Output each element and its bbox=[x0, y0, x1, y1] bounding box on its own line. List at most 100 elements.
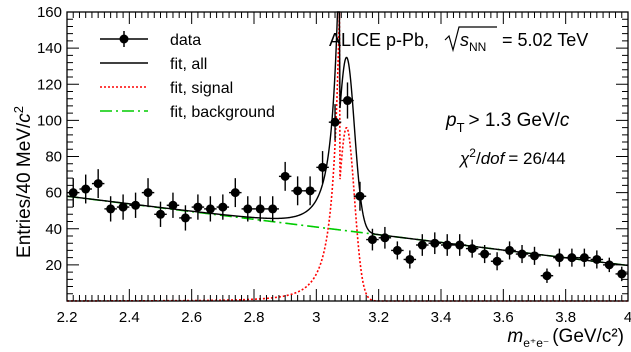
x-axis-label: me⁺e⁻ (GeV/c²) bbox=[507, 326, 624, 350]
legend-entry-fit-signal: fit, signal bbox=[100, 80, 233, 97]
y-tick-label: 120 bbox=[37, 76, 62, 93]
data-point bbox=[366, 228, 379, 251]
data-point bbox=[241, 196, 254, 222]
marker bbox=[131, 200, 141, 210]
x-tick-labels: 2.2 2.4 2.6 2.8 3 3.2 3.4 3.6 3.8 4 bbox=[57, 309, 631, 326]
data-point bbox=[441, 234, 454, 256]
marker bbox=[81, 184, 91, 194]
chi2-label: χ2/dof = 26/44 bbox=[458, 146, 566, 168]
x-tick-label: 2.4 bbox=[119, 309, 140, 326]
energy-symbol: sNN bbox=[460, 30, 486, 54]
data-point bbox=[540, 268, 554, 283]
data-point bbox=[528, 246, 541, 265]
data-point bbox=[141, 178, 155, 208]
y-tick-label: 40 bbox=[45, 221, 62, 238]
marker bbox=[193, 202, 203, 212]
data-point bbox=[353, 181, 367, 211]
y-tick-label: 60 bbox=[45, 185, 62, 202]
data-point bbox=[590, 250, 604, 269]
marker bbox=[492, 256, 502, 266]
marker bbox=[530, 251, 539, 261]
marker bbox=[430, 238, 440, 248]
marker bbox=[280, 171, 290, 181]
marker bbox=[118, 202, 128, 212]
marker bbox=[93, 179, 103, 189]
legend-entry-data: data bbox=[100, 31, 201, 49]
data-point bbox=[254, 196, 267, 222]
x-tick-label: 3 bbox=[312, 309, 320, 326]
marker bbox=[542, 271, 552, 281]
legend-label-fit-signal: fit, signal bbox=[170, 80, 233, 97]
marker bbox=[230, 188, 240, 198]
marker bbox=[579, 253, 589, 263]
data-point bbox=[278, 161, 292, 191]
data-point bbox=[116, 194, 130, 220]
system-label: ALICE p-Pb, bbox=[329, 30, 429, 50]
marker bbox=[455, 240, 465, 250]
marker bbox=[143, 188, 153, 198]
fit-all-curve bbox=[66, 11, 629, 267]
marker bbox=[405, 254, 415, 264]
energy-value: = 5.02 TeV bbox=[502, 30, 588, 50]
marker bbox=[106, 204, 116, 214]
data-point bbox=[191, 194, 205, 220]
data-point bbox=[465, 239, 479, 258]
data-point bbox=[416, 234, 429, 256]
x-tick-label: 3.6 bbox=[493, 309, 514, 326]
y-tick-label: 100 bbox=[37, 112, 62, 129]
x-tick-label: 2.8 bbox=[244, 309, 265, 326]
x-tick-label: 3.4 bbox=[431, 309, 452, 326]
marker bbox=[355, 191, 365, 201]
data-point bbox=[204, 196, 217, 222]
marker bbox=[592, 254, 602, 264]
marker bbox=[442, 240, 452, 250]
y-tick-labels: 20 40 60 80 100 120 140 160 bbox=[37, 4, 62, 274]
data-point bbox=[428, 232, 441, 255]
marker bbox=[218, 202, 228, 212]
data-point bbox=[179, 205, 192, 231]
data-points bbox=[67, 82, 628, 283]
data-point bbox=[104, 196, 117, 222]
marker bbox=[293, 186, 303, 196]
marker bbox=[156, 209, 165, 219]
data-point bbox=[378, 226, 392, 249]
data-point bbox=[391, 241, 404, 260]
data-point bbox=[229, 178, 242, 208]
y-tick-label: 160 bbox=[37, 4, 62, 21]
marker bbox=[467, 244, 477, 254]
data-point bbox=[515, 245, 529, 264]
legend-label-fit-background: fit, background bbox=[170, 104, 275, 121]
marker bbox=[604, 260, 614, 270]
data-point bbox=[403, 250, 417, 269]
data-point bbox=[154, 201, 167, 227]
marker bbox=[180, 213, 190, 223]
marker bbox=[205, 204, 215, 214]
marker bbox=[367, 235, 377, 245]
tick-marks bbox=[66, 11, 629, 302]
marker bbox=[243, 204, 253, 214]
y-axis-label: Entries/40 MeV/c2 bbox=[11, 106, 35, 258]
x-tick-label: 3.8 bbox=[555, 309, 576, 326]
legend-label-data: data bbox=[170, 32, 201, 49]
marker bbox=[318, 162, 328, 172]
legend-label-fit-all: fit, all bbox=[170, 56, 207, 73]
data-point bbox=[79, 174, 92, 204]
data-point bbox=[291, 176, 304, 206]
data-point bbox=[166, 192, 180, 218]
data-point bbox=[341, 82, 354, 119]
pt-cut-label: pT > 1.3 GeV/c bbox=[445, 110, 570, 135]
y-tick-label: 80 bbox=[45, 149, 62, 166]
marker bbox=[417, 240, 427, 250]
data-point bbox=[503, 241, 516, 260]
x-tick-label: 3.2 bbox=[368, 309, 389, 326]
data-point bbox=[266, 196, 279, 222]
legend-entry-fit-background: fit, background bbox=[100, 104, 275, 121]
y-tick-label: 20 bbox=[45, 257, 62, 274]
marker bbox=[480, 249, 490, 259]
marker bbox=[305, 186, 315, 196]
marker bbox=[343, 96, 352, 106]
data-point bbox=[216, 194, 230, 220]
data-point bbox=[91, 169, 105, 199]
marker bbox=[617, 269, 627, 279]
